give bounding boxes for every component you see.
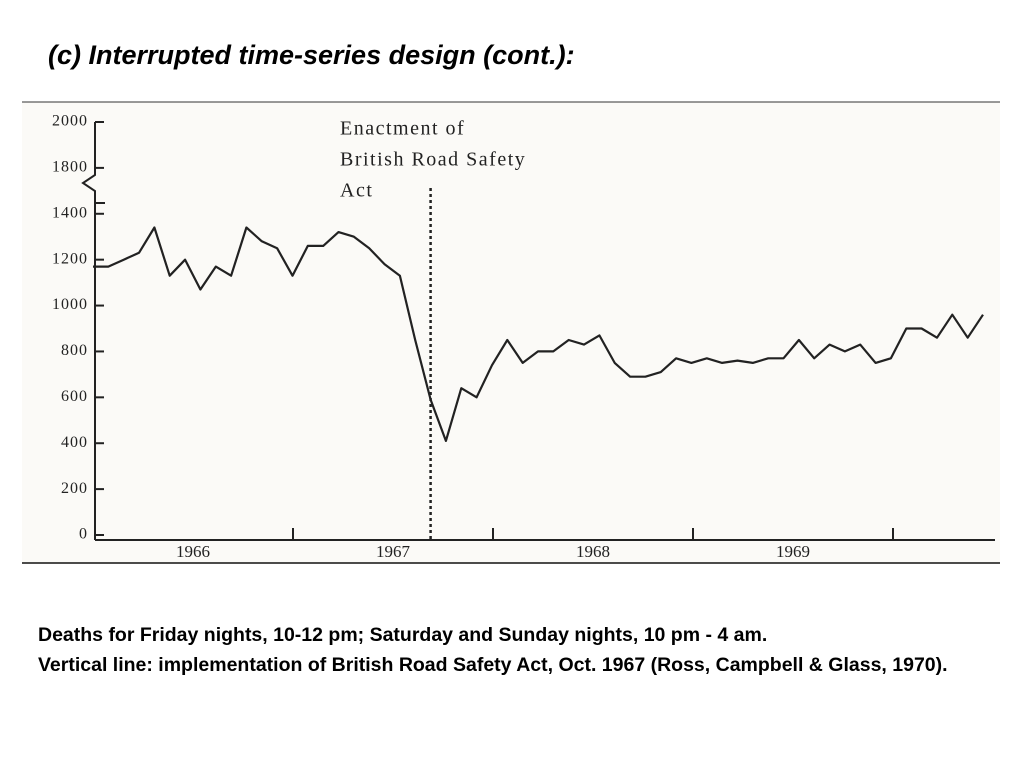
caption-line: Vertical line: implementation of British… (38, 654, 948, 676)
y-tick-label: 1200 (52, 250, 88, 267)
annotation-text: Enactment of (340, 118, 465, 140)
y-tick-label: 200 (61, 480, 88, 497)
y-tick-label: 400 (61, 434, 88, 451)
caption: Deaths for Friday nights, 10-12 pm; Satu… (38, 620, 1008, 680)
series-line (93, 226, 984, 442)
x-tick-label: 1967 (376, 542, 411, 561)
y-tick-label: 1400 (52, 204, 88, 221)
y-tick-label: 800 (61, 342, 88, 359)
annotation-text: British Road Safety (340, 149, 526, 171)
y-tick-label: 1000 (52, 296, 88, 313)
x-tick-label: 1966 (176, 542, 210, 561)
y-tick-label: 2000 (52, 113, 88, 130)
axis-break-upper (81, 122, 105, 204)
slide-title: (c) Interrupted time-series design (cont… (48, 40, 575, 70)
x-tick-label: 1968 (576, 542, 610, 561)
y-tick-label: 1800 (52, 159, 88, 176)
y-tick-label: 0 (79, 526, 88, 543)
caption-line: Deaths for Friday nights, 10-12 pm; Satu… (38, 624, 768, 646)
x-tick-label: 1969 (776, 542, 810, 561)
y-tick-label: 600 (61, 388, 88, 405)
annotation-text: Act (340, 180, 373, 202)
figure-background (22, 102, 1000, 563)
